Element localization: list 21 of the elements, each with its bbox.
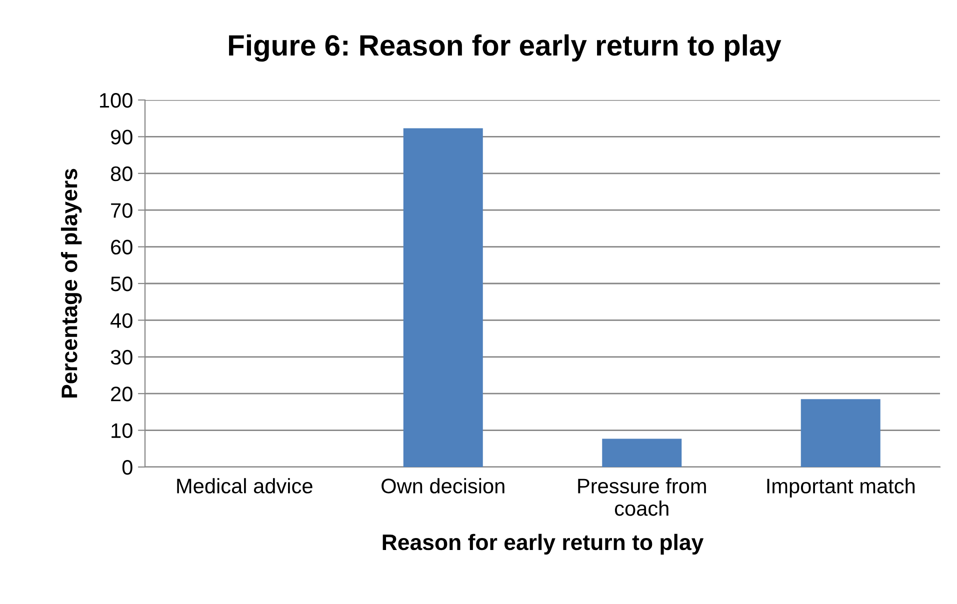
y-tick-label: 30 bbox=[110, 350, 132, 365]
x-tick-label: Important match bbox=[767, 478, 915, 498]
bar bbox=[800, 399, 880, 467]
x-tick-label: Medical advice bbox=[177, 478, 312, 494]
y-tick-label: 20 bbox=[111, 386, 132, 402]
y-tick-label: 50 bbox=[110, 276, 132, 292]
y-tick-label: 80 bbox=[110, 166, 132, 182]
x-tick-label: Own decision bbox=[382, 478, 504, 494]
bar bbox=[602, 438, 682, 467]
x-axis-title: Reason for early return to play bbox=[382, 534, 704, 555]
y-tick-label: 0 bbox=[122, 460, 132, 475]
y-tick-label: 60 bbox=[111, 240, 132, 255]
y-tick-label: 90 bbox=[111, 130, 132, 144]
chart-title: Figure 6: Reason for early return to play bbox=[229, 34, 782, 62]
y-tick-label: 40 bbox=[110, 313, 132, 328]
x-tick-label: Pressure from coach bbox=[578, 478, 706, 516]
y-tick-label: 70 bbox=[111, 203, 132, 218]
bar bbox=[403, 128, 483, 467]
y-tick-label: 10 bbox=[112, 423, 132, 438]
y-axis-title: Percentage of players bbox=[60, 168, 82, 398]
y-tick-label: 100 bbox=[100, 93, 132, 108]
